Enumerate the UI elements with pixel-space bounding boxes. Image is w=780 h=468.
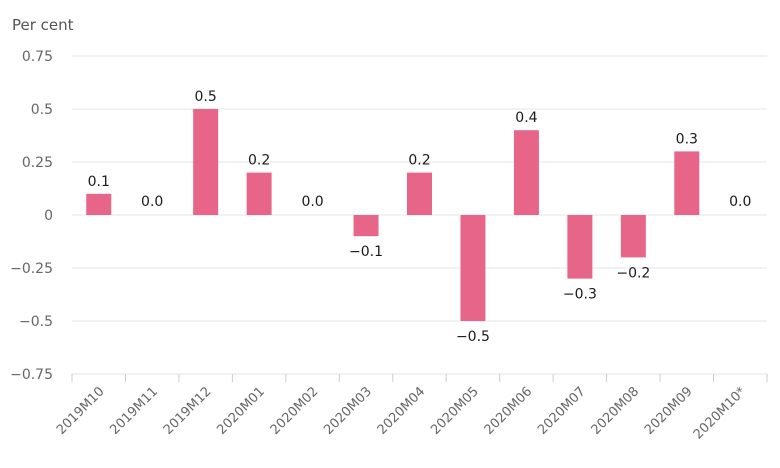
y-axis-unit-label: Per cent [12,16,74,34]
x-tick-label: 2020M01 [214,384,268,438]
x-tick-label: 2019M11 [107,384,161,438]
x-tick-label: 2020M10* [691,384,750,443]
bar [620,215,646,258]
data-label: −0.3 [563,287,597,303]
data-label: 0.2 [248,153,270,169]
data-label: 0.0 [729,194,751,210]
data-label: 0.0 [141,194,163,210]
data-label: −0.5 [456,329,490,345]
y-tick-label: −0.75 [10,367,53,383]
bar [674,151,700,215]
bar [353,215,379,237]
x-tick-label: 2019M12 [161,384,215,438]
y-axis-ticks: 0.75 0.5 0.25 0 −0.25 −0.5 −0.75 [10,49,53,383]
x-tick-label: 2020M04 [375,384,429,438]
data-labels: 0.1 0.0 0.5 0.2 0.0 −0.1 0.2 −0.5 0.4 −0.3 −0.2 0.3… [88,89,752,345]
bar [460,215,486,321]
bar [407,172,432,215]
data-label: 0.4 [515,110,537,126]
x-axis: 2019M10 2019M11 2019M12 2020M01 2020M02 2020M… [54,374,768,443]
data-label: 0.1 [88,174,110,190]
bar [86,193,112,215]
x-tick-label: 2020M05 [428,384,482,438]
bar [567,215,593,279]
y-tick-label: 0.75 [22,49,53,65]
data-label: −0.2 [616,265,650,281]
x-tick-label: 2020M07 [535,384,589,438]
x-tick-label: 2020M08 [589,384,643,438]
y-tick-label: −0.25 [10,261,53,277]
gridlines [72,55,767,375]
bars [86,109,700,321]
bar [513,130,539,215]
data-label: 0.3 [676,131,698,147]
x-tick-label: 2020M06 [482,384,536,438]
y-tick-label: 0 [44,208,53,224]
y-tick-label: −0.5 [19,314,53,330]
bar [193,109,219,215]
data-label: 0.5 [195,89,217,105]
y-tick-label: 0.5 [31,102,53,118]
x-tick-label: 2020M02 [268,384,322,438]
x-tick-label: 2020M03 [321,384,375,438]
bar [246,172,272,215]
data-label: 0.2 [408,153,430,169]
data-label: −0.1 [349,244,383,260]
x-tick-label: 2020M09 [642,384,696,438]
data-label: 0.0 [301,194,323,210]
x-tick-label: 2019M10 [54,384,108,438]
y-tick-label: 0.25 [22,155,53,171]
